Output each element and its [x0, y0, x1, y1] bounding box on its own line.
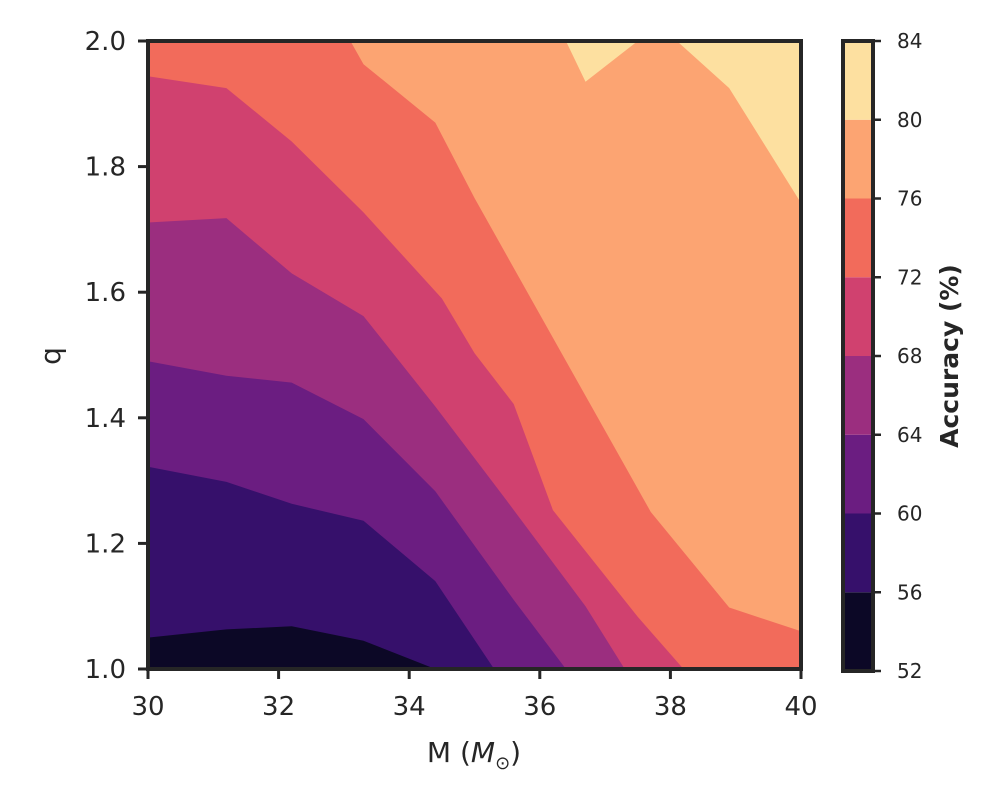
colorbar-segment-68	[843, 277, 873, 356]
y-tick-label: 1.4	[85, 404, 126, 434]
colorbar-segment-76	[843, 119, 873, 199]
colorbar-tick-label: 72	[897, 265, 922, 289]
contour-fills	[148, 41, 801, 669]
colorbar-segment-60	[843, 434, 873, 514]
colorbar-tick-label: 60	[897, 502, 922, 526]
y-tick-label: 1.6	[85, 278, 126, 308]
colorbar-segment-52	[843, 592, 873, 671]
contour-band-80-84	[565, 41, 638, 82]
x-tick-label: 40	[784, 692, 817, 722]
axes: 30 32 34 36 38 40 1.0 1.2 1.4 1.6 1.8 2.0	[85, 27, 818, 722]
x-tick-label: 34	[393, 692, 426, 722]
colorbar-tick-label: 64	[897, 423, 922, 447]
colorbar-tick-label: 76	[897, 187, 922, 211]
colorbar-tick-label: 52	[897, 659, 922, 683]
x-tick-label: 38	[654, 692, 687, 722]
x-tick-label: 36	[523, 692, 556, 722]
y-tick-label: 1.0	[85, 655, 126, 685]
plot-frame	[146, 39, 803, 671]
colorbar-segment-80	[843, 41, 873, 120]
colorbar-tick-label: 68	[897, 344, 922, 368]
x-tick-label: 30	[131, 692, 164, 722]
contour-band-80-84-corner	[676, 41, 801, 203]
colorbar-tick-label: 84	[897, 29, 922, 53]
colorbar-tick-label: 80	[897, 108, 922, 132]
contour-band-76-80	[350, 41, 801, 632]
y-tick-label: 1.8	[85, 153, 126, 183]
x-axis-title: M (M⊙)	[427, 736, 521, 774]
y-tick-label: 1.2	[85, 529, 126, 559]
colorbar-segment-64	[843, 356, 873, 435]
colorbar: 52 56 60 64 68 72 76 80 84	[841, 29, 922, 683]
colorbar-title: Accuracy (%)	[935, 264, 964, 448]
y-axis-title: q	[34, 347, 67, 365]
colorbar-segment-56	[843, 513, 873, 593]
y-tick-label: 2.0	[85, 27, 126, 57]
x-tick-label: 32	[262, 692, 295, 722]
colorbar-tick-label: 56	[897, 580, 922, 604]
colorbar-segment-72	[843, 198, 873, 278]
